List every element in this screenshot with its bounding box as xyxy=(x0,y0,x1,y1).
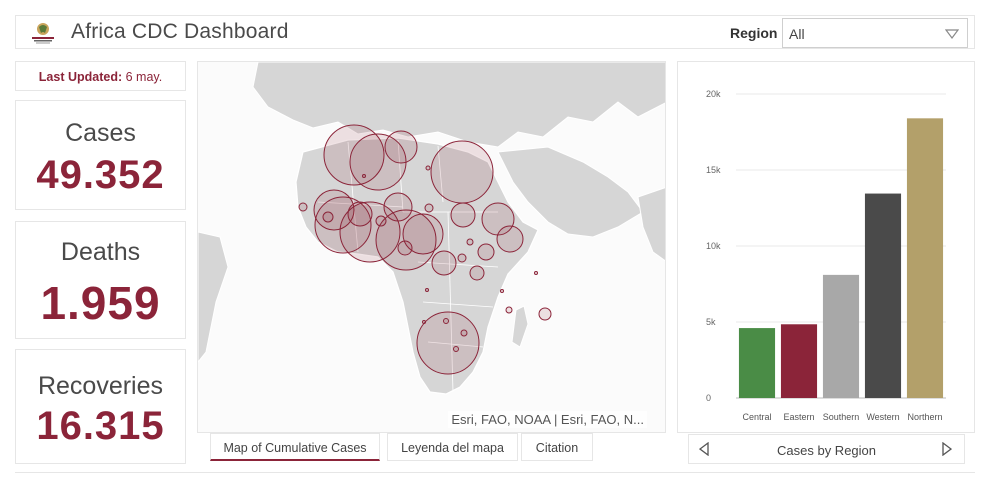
case-bubble xyxy=(314,196,372,254)
case-bubble xyxy=(425,165,431,171)
y-tick-label: 10k xyxy=(706,241,721,251)
case-bubble xyxy=(538,307,552,321)
map-attribution[interactable]: Esri, FAO, NOAA | Esri, FAO, N... xyxy=(448,411,647,428)
africa-cdc-logo xyxy=(32,23,54,44)
case-bubble xyxy=(422,320,426,324)
case-bubble xyxy=(347,201,373,227)
bar-chart: 0 5k 10k 15k 20k Central Eastern Southern Wester… xyxy=(706,89,946,422)
case-bubble xyxy=(298,202,308,212)
case-bubble xyxy=(375,215,387,227)
case-bubble xyxy=(469,265,485,281)
case-bubble xyxy=(466,238,474,246)
case-bubble xyxy=(450,202,476,228)
tab-citation[interactable]: Citation xyxy=(521,433,593,461)
bar-western[interactable] xyxy=(864,193,902,398)
case-bubble xyxy=(425,288,429,292)
deaths-card: Deaths 1.959 xyxy=(15,221,186,339)
case-bubble xyxy=(496,225,524,253)
dashboard-header: Africa CDC Dashboard Region All xyxy=(15,15,975,49)
case-bubble xyxy=(402,213,444,255)
case-bubble xyxy=(430,140,494,204)
case-bubble xyxy=(457,253,467,263)
bar-northern[interactable] xyxy=(906,118,944,398)
x-tick-label: Eastern xyxy=(783,412,814,422)
cases-card: Cases 49.352 xyxy=(15,100,186,210)
cases-label: Cases xyxy=(65,119,136,147)
previous-chart-icon[interactable] xyxy=(699,442,709,456)
deaths-value: 1.959 xyxy=(40,277,161,329)
case-bubble xyxy=(383,192,413,222)
case-bubble xyxy=(384,130,418,164)
case-bubble xyxy=(431,250,457,276)
x-tick-label: Western xyxy=(866,412,899,422)
last-updated-value: 6 may. xyxy=(125,70,163,84)
region-label: Region xyxy=(730,25,778,41)
bar-eastern[interactable] xyxy=(780,324,818,398)
next-chart-icon[interactable] xyxy=(942,442,952,456)
case-bubble xyxy=(375,209,437,271)
deaths-label: Deaths xyxy=(60,238,141,266)
case-bubble xyxy=(500,289,504,293)
cases-map[interactable]: Esri, FAO, NOAA | Esri, FAO, N... xyxy=(197,61,666,433)
case-bubble xyxy=(477,243,495,261)
case-bubble xyxy=(397,240,413,256)
case-bubble xyxy=(339,201,401,263)
case-bubble xyxy=(453,346,459,352)
y-tick-label: 0 xyxy=(706,393,711,403)
recoveries-card: Recoveries 16.315 xyxy=(15,349,186,464)
case-bubble xyxy=(416,311,480,375)
case-bubble xyxy=(323,124,385,186)
tab-leyenda-del-mapa[interactable]: Leyenda del mapa xyxy=(387,433,518,461)
last-updated: Last Updated: 6 may. xyxy=(15,61,186,91)
chevron-down-icon xyxy=(945,29,959,39)
case-bubble xyxy=(362,174,366,178)
y-tick-label: 15k xyxy=(706,165,721,175)
case-bubble xyxy=(424,203,434,213)
case-bubble xyxy=(443,318,449,324)
x-tick-label: Southern xyxy=(823,412,860,422)
india-landmass xyxy=(637,187,665,262)
arabia-landmass xyxy=(497,146,644,238)
recoveries-label: Recoveries xyxy=(37,372,164,400)
map-canvas[interactable] xyxy=(198,62,666,433)
page-title: Africa CDC Dashboard xyxy=(71,20,289,43)
case-bubble xyxy=(322,211,334,223)
x-tick-label: Central xyxy=(742,412,771,422)
cases-value: 49.352 xyxy=(36,153,165,197)
x-tick-label: Northern xyxy=(907,412,942,422)
bar-southern[interactable] xyxy=(822,274,860,398)
y-tick-label: 20k xyxy=(706,89,721,99)
tab-map-of-cumulative-cases[interactable]: Map of Cumulative Cases xyxy=(210,433,380,461)
last-updated-label: Last Updated: xyxy=(38,70,123,84)
case-bubble xyxy=(534,271,538,275)
chart-nav-label: Cases by Region xyxy=(777,443,876,458)
case-bubble xyxy=(505,306,513,314)
region-select-value: All xyxy=(789,26,805,42)
bar-central[interactable] xyxy=(738,328,776,398)
chart-navigation: Cases by Region xyxy=(688,434,965,464)
case-bubbles xyxy=(298,124,552,375)
y-tick-label: 5k xyxy=(706,317,716,327)
region-select[interactable]: All xyxy=(782,18,968,48)
cases-by-region-chart: 0 5k 10k 15k 20k Central Eastern Southern Wester… xyxy=(677,61,975,433)
case-bubble xyxy=(460,329,468,337)
recoveries-value: 16.315 xyxy=(36,404,165,448)
south-america-landmass xyxy=(198,231,229,363)
madagascar-landmass xyxy=(511,305,529,348)
footer-strip xyxy=(15,472,975,480)
